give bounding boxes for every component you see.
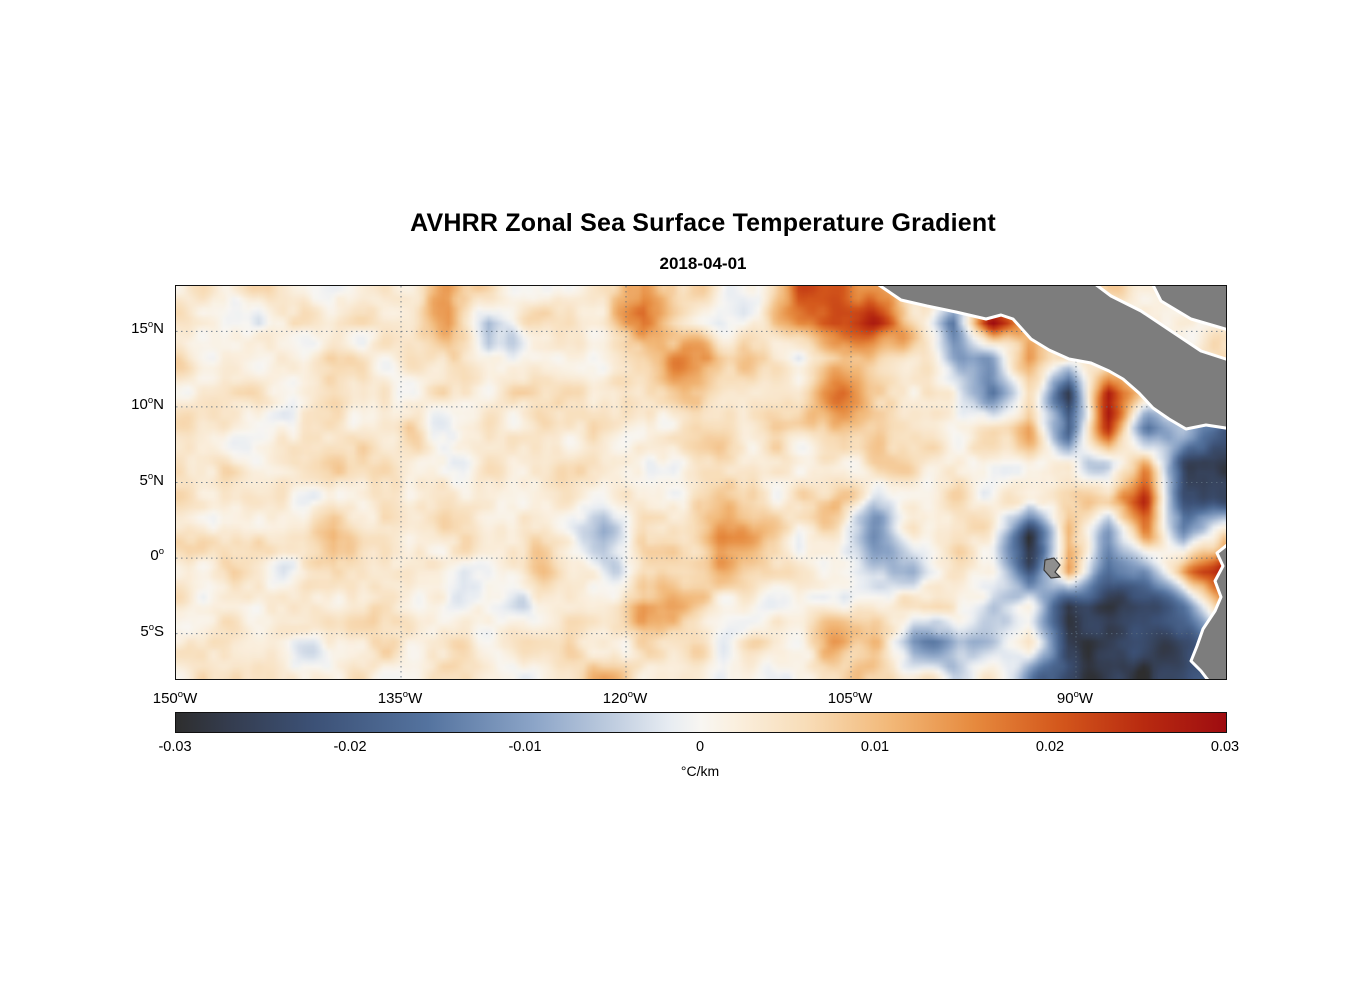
colorbar-unit-label: °C/km (680, 763, 720, 779)
colorbar-tick-label: 0.01 (860, 739, 890, 755)
colorbar-tick-label: -0.03 (158, 739, 192, 755)
map-overlay (176, 286, 1226, 679)
colorbar-gradient (176, 713, 1226, 732)
colorbar (175, 712, 1227, 733)
colorbar-tick-label: 0 (695, 739, 705, 755)
colorbar-tick-labels: -0.03 -0.02 -0.01 0 0.01 0.02 0.03 (158, 739, 1239, 759)
x-tick-label: 150oW (152, 689, 198, 707)
x-tick-label: 135oW (377, 689, 423, 707)
colorbar-tick-label: -0.02 (333, 739, 367, 755)
colorbar-tick-label: -0.01 (508, 739, 542, 755)
plot-area (175, 285, 1227, 680)
y-tick-label: 0o (150, 546, 164, 565)
x-tick-label: 120oW (602, 689, 648, 707)
land-mass (1151, 286, 1226, 331)
land-masses (877, 286, 1226, 679)
colorbar-tick-label: 0.03 (1210, 739, 1240, 755)
land-mass (877, 286, 1226, 431)
chart-title: AVHRR Zonal Sea Surface Temperature Grad… (410, 209, 996, 237)
island-outline (1043, 557, 1062, 579)
y-axis-labels: 15oN 10oN 5oN 0o 5oS (0, 285, 168, 678)
y-tick-label: 5oS (140, 621, 164, 640)
colorbar-tick-label: 0.02 (1035, 739, 1065, 755)
chart-subtitle: 2018-04-01 (659, 254, 747, 273)
x-axis-labels: 150oW 135oW 120oW 105oW 90oW (153, 687, 1225, 711)
x-tick-label: 105oW (827, 689, 873, 707)
y-tick-label: 15oN (131, 319, 164, 338)
land-mass (1189, 543, 1226, 679)
y-tick-label: 5oN (139, 470, 164, 489)
galapagos-island-outline (1043, 557, 1062, 579)
y-tick-label: 10oN (131, 394, 164, 413)
x-tick-label: 90oW (1056, 689, 1094, 707)
